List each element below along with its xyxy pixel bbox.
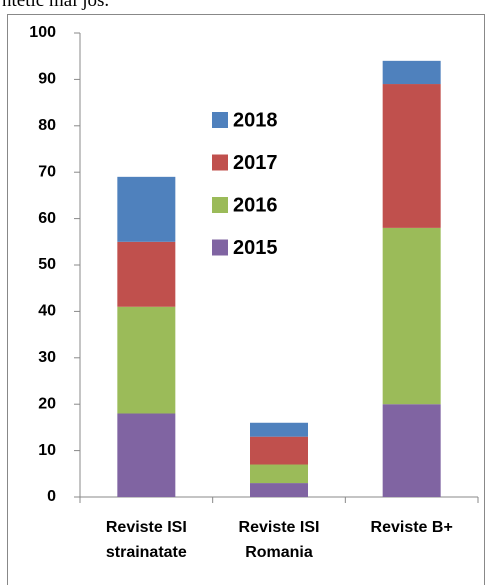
legend-swatch [212, 154, 228, 171]
y-tick-label: 40 [38, 303, 56, 320]
bar-segment [250, 436, 308, 465]
bar-segment [382, 227, 441, 405]
y-tick-label: 0 [47, 488, 56, 505]
bar-segment [117, 306, 176, 414]
x-tick-label: Reviste ISI strainatate [105, 519, 187, 561]
chart-frame [7, 14, 485, 585]
legend-label: 2015 [233, 237, 278, 259]
y-tick-label: 10 [38, 442, 56, 459]
y-tick-label: 90 [38, 71, 56, 88]
bar-segment [250, 483, 308, 497]
y-tick-label: 100 [29, 24, 56, 41]
legend-swatch [212, 197, 228, 213]
bar-segment [117, 413, 176, 497]
bar-segment [382, 60, 441, 85]
body-text: ntetic mai jos. [2, 0, 110, 11]
bar-segment [382, 84, 441, 228]
bar-segment [117, 241, 176, 307]
y-tick-label: 70 [38, 163, 56, 180]
y-tick-label: 50 [38, 256, 56, 273]
x-tick-label: Reviste ISI Romania [238, 519, 320, 561]
legend-swatch [212, 112, 228, 128]
x-tick-label: Reviste B+ [370, 519, 453, 536]
legend-label: 2017 [233, 152, 278, 174]
legend-swatch [212, 239, 228, 256]
y-tick-label: 20 [38, 395, 56, 412]
legend-label: 2016 [233, 194, 278, 216]
bar-segment [250, 422, 308, 437]
bar-segment [117, 176, 176, 242]
bar-segment [250, 464, 308, 484]
y-tick-label: 60 [38, 210, 56, 227]
legend-label: 2018 [233, 109, 278, 131]
y-tick-label: 80 [38, 117, 56, 134]
bar-segment [382, 404, 441, 497]
y-tick-label: 30 [38, 349, 56, 366]
